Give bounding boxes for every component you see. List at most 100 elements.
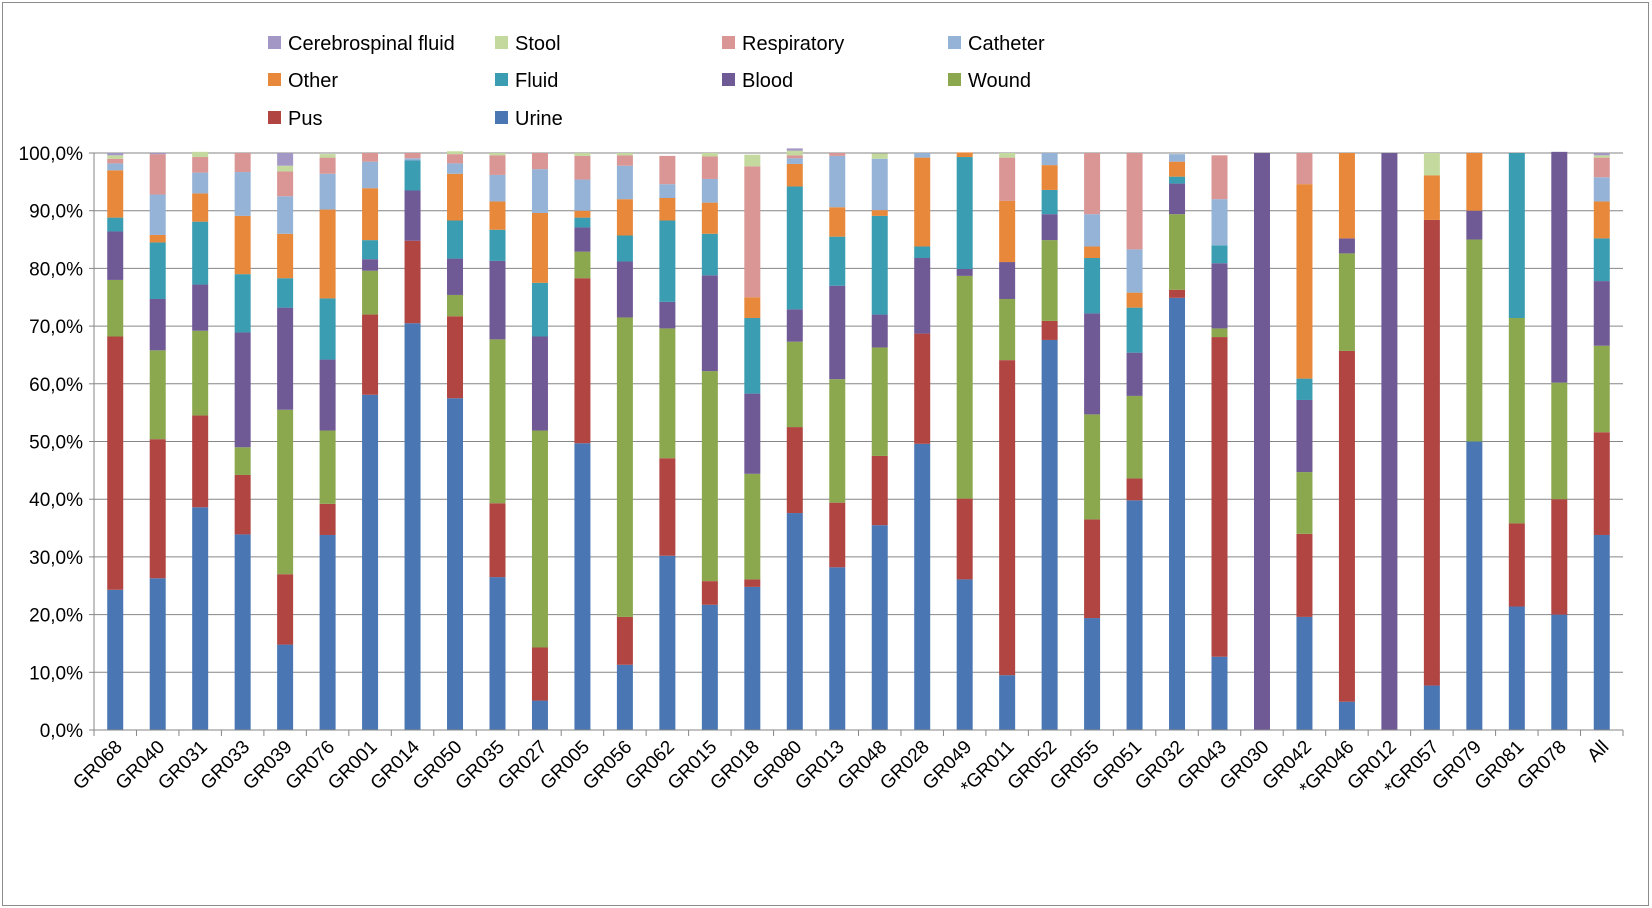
bar-segment-fluid bbox=[829, 236, 846, 286]
bar-segment-wound bbox=[1296, 472, 1313, 534]
bar-segment-urine bbox=[319, 534, 336, 730]
bar-segment-other bbox=[744, 297, 761, 319]
bar-segment-wound bbox=[701, 371, 718, 582]
bar-segment-urine bbox=[871, 525, 888, 730]
legend-swatch bbox=[268, 73, 281, 86]
bar-segment-catheter bbox=[1084, 214, 1101, 247]
bar-segment-blood bbox=[956, 268, 973, 276]
legend-label: Urine bbox=[515, 108, 563, 130]
bar-segment-fluid bbox=[277, 278, 294, 308]
bar-stack-gr048 bbox=[871, 153, 888, 730]
bar-segment-pus bbox=[447, 316, 464, 399]
bar-segment-urine bbox=[1126, 500, 1143, 730]
bar-segment-blood bbox=[149, 298, 166, 351]
bar-segment-pus bbox=[1126, 478, 1143, 501]
bar-segment-wound bbox=[786, 341, 803, 428]
bar-segment-other bbox=[1126, 292, 1143, 308]
bar-segment-urine bbox=[489, 577, 506, 730]
bar-segment-fluid bbox=[701, 233, 718, 276]
bar-segment-catheter bbox=[447, 163, 464, 174]
bar-stack-gr028 bbox=[914, 153, 931, 730]
bar-segment-wound bbox=[1551, 382, 1568, 500]
bar-segment-pus bbox=[1211, 337, 1228, 657]
bar-segment-urine bbox=[659, 555, 676, 730]
bar-segment-respiratory bbox=[277, 171, 294, 197]
bar-segment-wound bbox=[362, 270, 379, 315]
bar-segment-blood bbox=[277, 307, 294, 410]
bar-segment-pus bbox=[1296, 533, 1313, 617]
bar-segment-other bbox=[1169, 161, 1186, 177]
bar-segment-catheter bbox=[149, 194, 166, 235]
bar-segment-pus bbox=[107, 336, 124, 590]
bar-segment-wound bbox=[277, 409, 294, 575]
bar-segment-catheter bbox=[531, 169, 548, 214]
bar-segment-wound bbox=[659, 328, 676, 459]
bar-segment-wound bbox=[829, 379, 846, 503]
legend-item-fluid: Fluid bbox=[495, 70, 558, 92]
bar-stack-gr027 bbox=[531, 153, 548, 730]
bar-segment-blood bbox=[914, 258, 931, 334]
bar-segment-catheter bbox=[1126, 249, 1143, 293]
bar-segment-catheter bbox=[1169, 154, 1186, 162]
bar-segment-urine bbox=[1084, 618, 1101, 730]
bar-segment-stool bbox=[744, 154, 761, 167]
bar-segment-blood bbox=[447, 258, 464, 295]
bar-segment-pus bbox=[531, 647, 548, 701]
x-axis: GR068GR040GR031GR033GR039GR076GR001GR014… bbox=[69, 729, 1624, 799]
bar-stack-gr078 bbox=[1551, 151, 1568, 730]
bar-segment-pus bbox=[999, 360, 1016, 676]
bar-segment-urine bbox=[914, 443, 931, 730]
bar-segment-cerebrospinal-fluid bbox=[1593, 153, 1610, 156]
legend-swatch bbox=[948, 36, 961, 49]
bar-segment-pus bbox=[1338, 350, 1355, 702]
y-tick-label: 90,0% bbox=[29, 202, 83, 223]
y-axis: 0,0% 10,0% 20,0% 30,0% 40,0% 50,0% 60,0% 70,0% 8… bbox=[19, 144, 95, 742]
bar-segment-fluid bbox=[914, 246, 931, 259]
bar-segment-catheter bbox=[701, 178, 718, 203]
bar-stack-gr042 bbox=[1296, 153, 1313, 730]
bar-stack-gr039 bbox=[277, 153, 294, 730]
legend-label: Respiratory bbox=[742, 33, 844, 55]
bar-segment-urine bbox=[574, 443, 591, 730]
bar-segment-respiratory bbox=[1593, 157, 1610, 178]
bar-segment-respiratory bbox=[234, 153, 251, 173]
y-tick-label: 20,0% bbox=[29, 606, 83, 627]
legend-label: Pus bbox=[288, 108, 322, 130]
bar-segment-catheter bbox=[277, 196, 294, 234]
bar-stack-gr052 bbox=[1041, 153, 1058, 730]
bar-stack-gr055 bbox=[1084, 153, 1101, 730]
legend-swatch bbox=[948, 73, 961, 86]
bar-segment-blood bbox=[1253, 153, 1270, 730]
bar-segment-fluid bbox=[404, 160, 421, 191]
bar-segment-respiratory bbox=[1126, 153, 1143, 250]
bar-segment-urine bbox=[1466, 441, 1483, 730]
bar-segment-urine bbox=[1041, 339, 1058, 730]
bar-segment-wound bbox=[1508, 318, 1525, 524]
bar-segment-other bbox=[277, 233, 294, 279]
bar-segment-urine bbox=[1338, 701, 1355, 730]
bar-segment-fluid bbox=[489, 229, 506, 261]
bar-segment-urine bbox=[829, 567, 846, 730]
bar-segment-other bbox=[149, 234, 166, 243]
bar-segment-catheter bbox=[829, 155, 846, 208]
bar-segment-pus bbox=[701, 581, 718, 605]
gridlines bbox=[94, 152, 1623, 731]
bar-segment-fluid bbox=[447, 220, 464, 259]
bar-segment-urine bbox=[277, 644, 294, 730]
bar-segment-fluid bbox=[616, 235, 633, 262]
bar-stack-gr015 bbox=[701, 153, 718, 730]
bar-segment-urine bbox=[744, 586, 761, 730]
bar-stack-gr040 bbox=[149, 153, 166, 730]
y-tick-label: 50,0% bbox=[29, 433, 83, 454]
bar-segment-pus bbox=[319, 503, 336, 535]
bar-segment-pus bbox=[956, 498, 973, 580]
bar-segment-respiratory bbox=[616, 155, 633, 166]
bar-segment-blood bbox=[192, 284, 209, 331]
y-tick-label: 10,0% bbox=[29, 663, 83, 684]
bar-segment-blood bbox=[1466, 210, 1483, 240]
bar-stack-gr012 bbox=[1381, 153, 1398, 730]
bar-stack-gr068 bbox=[107, 153, 124, 730]
bar-segment-respiratory bbox=[489, 155, 506, 175]
bar-segment-fluid bbox=[574, 217, 591, 228]
bar-segment-wound bbox=[1169, 214, 1186, 290]
